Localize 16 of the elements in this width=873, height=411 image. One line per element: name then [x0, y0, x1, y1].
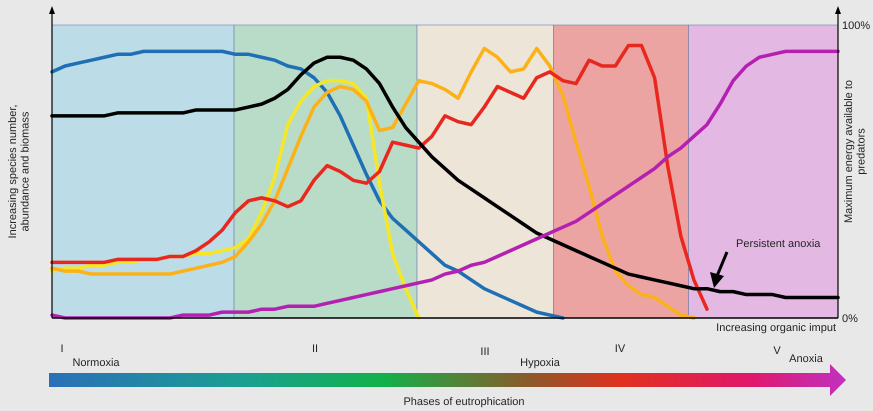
annotation: Persistent anoxia	[736, 238, 822, 250]
y2-axis-title: Maximum energy available to predators	[842, 80, 868, 224]
y-tick-label: 100%	[842, 20, 870, 32]
y-tick-label: 0%	[842, 312, 858, 325]
text: Phases of eutrophication	[403, 396, 525, 408]
text: IV	[614, 343, 626, 355]
text: I	[60, 343, 64, 355]
y-axis-title: Increasing species number, abundance and biomass	[6, 104, 32, 238]
text: II	[312, 343, 318, 355]
text: V	[773, 345, 782, 357]
line-series	[50, 50, 565, 320]
text: Normoxia	[72, 357, 120, 369]
text: III	[480, 346, 490, 358]
text: Anoxia	[789, 353, 824, 365]
text: Hypoxia	[520, 357, 561, 369]
x-axis-title: Increasing organic imput	[716, 322, 836, 334]
